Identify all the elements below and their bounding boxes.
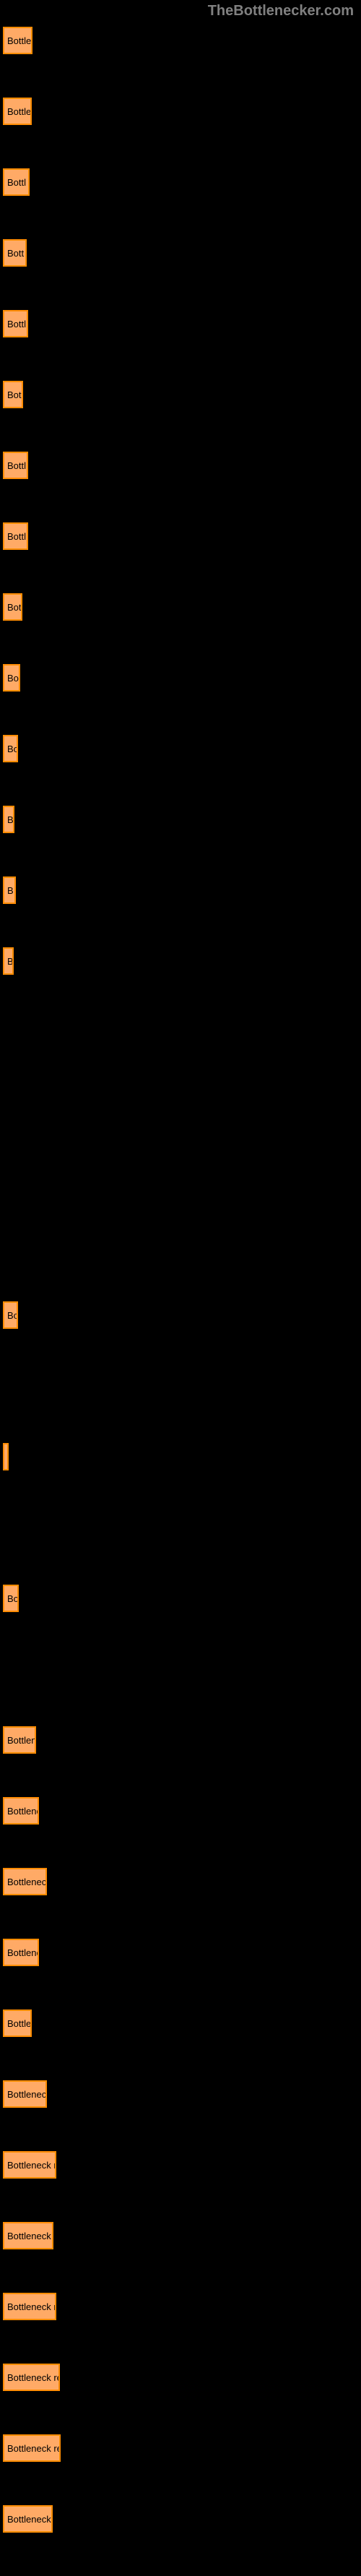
bar-row: Bottl bbox=[3, 168, 361, 196]
bar-row: Bottle bbox=[3, 27, 361, 54]
bar-chart: Bottle Bottle Bottl Bott Bottl Bot Bottl Bottl B… bbox=[0, 20, 361, 2533]
bar bbox=[3, 1443, 9, 1470]
bar: Bottleneck re bbox=[3, 2151, 56, 2179]
bar-row bbox=[3, 1160, 361, 1187]
bar-row: Bo bbox=[3, 735, 361, 762]
bar: Bottlene bbox=[3, 1939, 39, 1966]
bar-row: Bottle bbox=[3, 2009, 361, 2037]
bar: Bo bbox=[3, 1301, 18, 1329]
bar-row: Bot bbox=[3, 593, 361, 621]
bar-row: Bottlen bbox=[3, 1726, 361, 1754]
bar: Bott bbox=[3, 239, 27, 267]
bar: Bo bbox=[3, 1585, 19, 1612]
bar-row: Bottleneck re bbox=[3, 2293, 361, 2320]
bar: Bottlen bbox=[3, 1726, 36, 1754]
bar-row bbox=[3, 1655, 361, 1683]
bar-row bbox=[3, 1443, 361, 1470]
bar: B bbox=[3, 876, 16, 904]
bar-row bbox=[3, 1231, 361, 1258]
bar: Bot bbox=[3, 381, 23, 408]
bar-row bbox=[3, 1089, 361, 1116]
bar: Bot bbox=[3, 593, 22, 621]
bar-row: Bott bbox=[3, 239, 361, 267]
bar-row: Bottl bbox=[3, 522, 361, 550]
bar-row bbox=[3, 1018, 361, 1046]
bar: Bottl bbox=[3, 168, 30, 196]
bar: B bbox=[3, 947, 14, 975]
bar-row: Bottleneck res bbox=[3, 2434, 361, 2462]
bar: Bottle bbox=[3, 27, 32, 54]
site-header: TheBottlenecker.com bbox=[0, 0, 361, 20]
bar: Bottleneck r bbox=[3, 2222, 53, 2249]
bar-row: Bottleneck r bbox=[3, 2222, 361, 2249]
bar-row: Bottl bbox=[3, 310, 361, 337]
bar: Bottl bbox=[3, 522, 28, 550]
bar-row: Bo bbox=[3, 664, 361, 692]
bar: Bottleneck bbox=[3, 2080, 47, 2108]
bar-row: B bbox=[3, 876, 361, 904]
bar-row: B bbox=[3, 806, 361, 833]
bar-row: Bottleneck re bbox=[3, 2151, 361, 2179]
bar: Bottle bbox=[3, 2009, 32, 2037]
bar: Bo bbox=[3, 664, 20, 692]
bar-row: Bottle bbox=[3, 98, 361, 125]
bar: Bottleneck r bbox=[3, 2505, 53, 2533]
bar-row: Bottlene bbox=[3, 1939, 361, 1966]
bar-row: Bot bbox=[3, 381, 361, 408]
bar-row: Bottleneck r bbox=[3, 2505, 361, 2533]
bar: B bbox=[3, 806, 14, 833]
bar: Bottl bbox=[3, 452, 28, 479]
bar: Bottleneck bbox=[3, 1868, 47, 1895]
bar: Bottleneck res bbox=[3, 2364, 60, 2391]
bar-row: Bottlene bbox=[3, 1797, 361, 1825]
bar: Bottl bbox=[3, 310, 28, 337]
bar-row bbox=[3, 1372, 361, 1400]
bar: Bottle bbox=[3, 98, 32, 125]
bar-row: Bottleneck res bbox=[3, 2364, 361, 2391]
bar-row: Bo bbox=[3, 1585, 361, 1612]
bar-row: Bo bbox=[3, 1301, 361, 1329]
bar: Bottleneck res bbox=[3, 2434, 61, 2462]
bar: Bo bbox=[3, 735, 18, 762]
bar: Bottleneck re bbox=[3, 2293, 56, 2320]
bar-row: Bottleneck bbox=[3, 1868, 361, 1895]
bar: Bottlene bbox=[3, 1797, 39, 1825]
bar-row: Bottleneck bbox=[3, 2080, 361, 2108]
bar-row: Bottl bbox=[3, 452, 361, 479]
bar-row bbox=[3, 1514, 361, 1541]
bar-row: B bbox=[3, 947, 361, 975]
